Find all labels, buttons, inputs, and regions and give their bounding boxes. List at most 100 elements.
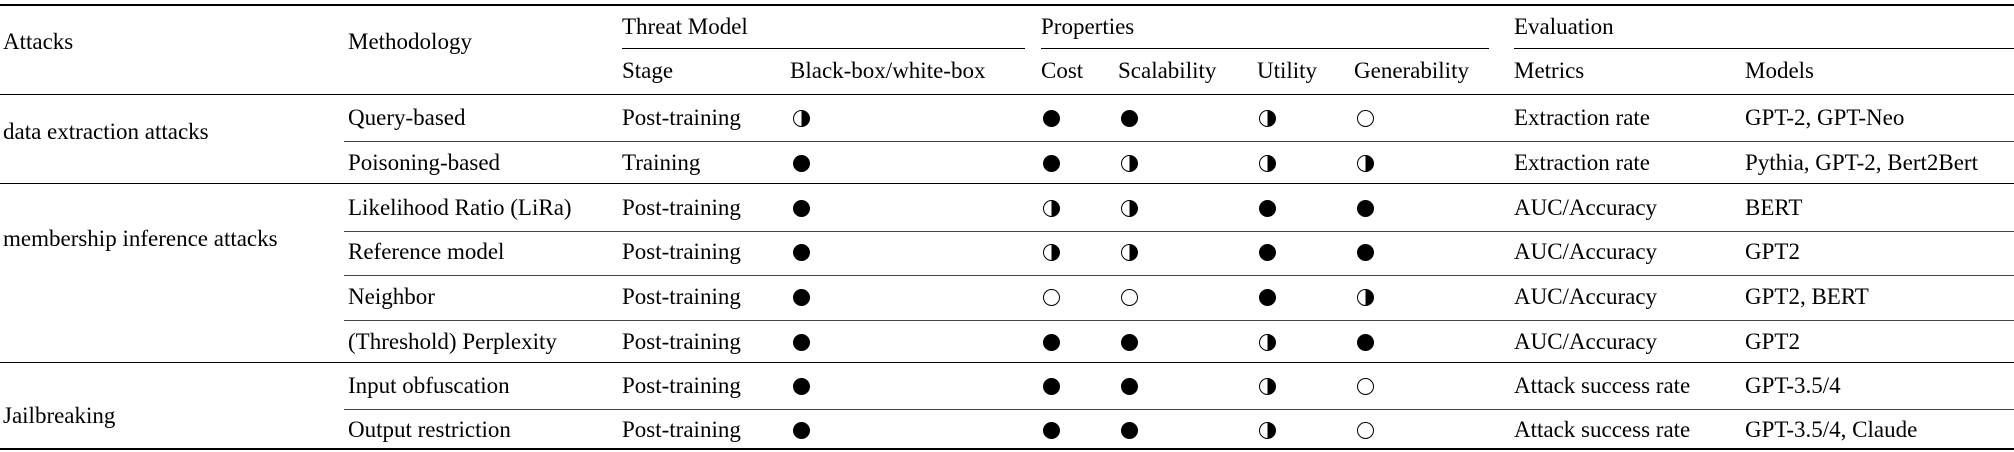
cell-stage: Training <box>622 150 701 175</box>
header-scalability: Scalability <box>1118 58 1217 83</box>
filled-circle-icon <box>1357 244 1374 261</box>
cell-models: GPT2, BERT <box>1745 284 1869 309</box>
header-methodology: Methodology <box>348 29 472 54</box>
cell-methodology: Output restriction <box>348 417 511 442</box>
filled-circle-icon <box>793 289 810 306</box>
cell-methodology: Poisoning-based <box>348 150 501 175</box>
half-filled-circle-icon <box>1121 155 1138 172</box>
cell-methodology: Neighbor <box>348 284 435 309</box>
filled-circle-icon <box>793 200 810 217</box>
cell-metrics: AUC/Accuracy <box>1514 195 1658 220</box>
header-properties: Properties <box>1041 14 1135 39</box>
half-filled-circle-icon <box>1357 155 1374 172</box>
half-filled-circle-icon <box>1043 244 1060 261</box>
header-rule <box>0 94 2014 95</box>
row-separator <box>344 231 2014 232</box>
properties-rule <box>1041 48 1489 49</box>
group-label: data extraction attacks <box>3 119 209 144</box>
cell-methodology: Reference model <box>348 239 505 264</box>
header-evaluation: Evaluation <box>1514 14 1614 39</box>
empty-circle-icon <box>1357 110 1374 127</box>
header-threat-model: Threat Model <box>622 14 748 39</box>
cell-models: GPT-3.5/4 <box>1745 373 1841 398</box>
group-label: Jailbreaking <box>3 403 116 428</box>
filled-circle-icon <box>793 334 810 351</box>
half-filled-circle-icon <box>793 110 810 127</box>
half-filled-circle-icon <box>1259 334 1276 351</box>
cell-methodology: Likelihood Ratio (LiRa) <box>348 195 572 220</box>
bottom-rule <box>0 448 2014 450</box>
header-box: Black-box/white-box <box>790 58 986 83</box>
cell-metrics: AUC/Accuracy <box>1514 239 1658 264</box>
cell-metrics: AUC/Accuracy <box>1514 329 1658 354</box>
filled-circle-icon <box>793 422 810 439</box>
filled-circle-icon <box>1357 200 1374 217</box>
filled-circle-icon <box>1121 378 1138 395</box>
group-label: membership inference attacks <box>3 226 278 251</box>
half-filled-circle-icon <box>1121 244 1138 261</box>
cell-models: GPT2 <box>1745 329 1800 354</box>
header-attacks: Attacks <box>3 29 74 54</box>
half-filled-circle-icon <box>1357 289 1374 306</box>
cell-stage: Post-training <box>622 329 741 354</box>
threat-model-rule <box>622 48 1025 49</box>
cell-methodology: Query-based <box>348 105 466 130</box>
row-separator <box>344 320 2014 321</box>
row-separator <box>344 141 2014 142</box>
evaluation-rule <box>1514 48 2014 49</box>
filled-circle-icon <box>1043 334 1060 351</box>
empty-circle-icon <box>1357 422 1374 439</box>
filled-circle-icon <box>793 155 810 172</box>
filled-circle-icon <box>793 378 810 395</box>
cell-stage: Post-training <box>622 284 741 309</box>
cell-stage: Post-training <box>622 195 741 220</box>
half-filled-circle-icon <box>1043 200 1060 217</box>
row-separator <box>344 409 2014 410</box>
cell-methodology: Input obfuscation <box>348 373 510 398</box>
cell-models: BERT <box>1745 195 1803 220</box>
cell-methodology: (Threshold) Perplexity <box>348 329 557 354</box>
half-filled-circle-icon <box>1121 200 1138 217</box>
cell-models: GPT-2, GPT-Neo <box>1745 105 1905 130</box>
cell-metrics: Attack success rate <box>1514 373 1691 398</box>
cell-metrics: AUC/Accuracy <box>1514 284 1658 309</box>
group-rule <box>0 183 2014 184</box>
filled-circle-icon <box>1043 110 1060 127</box>
header-generability: Generability <box>1354 58 1469 83</box>
filled-circle-icon <box>793 244 810 261</box>
cell-stage: Post-training <box>622 373 741 398</box>
half-filled-circle-icon <box>1259 110 1276 127</box>
cell-stage: Post-training <box>622 239 741 264</box>
cell-models: Pythia, GPT-2, Bert2Bert <box>1745 150 1978 175</box>
filled-circle-icon <box>1259 200 1276 217</box>
half-filled-circle-icon <box>1259 422 1276 439</box>
cell-metrics: Extraction rate <box>1514 105 1651 130</box>
filled-circle-icon <box>1043 422 1060 439</box>
cell-metrics: Attack success rate <box>1514 417 1691 442</box>
cell-models: GPT2 <box>1745 239 1800 264</box>
empty-circle-icon <box>1043 289 1060 306</box>
group-rule <box>0 362 2014 363</box>
cell-metrics: Extraction rate <box>1514 150 1651 175</box>
filled-circle-icon <box>1357 334 1374 351</box>
half-filled-circle-icon <box>1259 378 1276 395</box>
cell-models: GPT-3.5/4, Claude <box>1745 417 1918 442</box>
filled-circle-icon <box>1043 378 1060 395</box>
cell-stage: Post-training <box>622 105 741 130</box>
filled-circle-icon <box>1259 289 1276 306</box>
half-filled-circle-icon <box>1259 155 1276 172</box>
filled-circle-icon <box>1121 422 1138 439</box>
filled-circle-icon <box>1121 334 1138 351</box>
header-utility: Utility <box>1257 58 1318 83</box>
filled-circle-icon <box>1259 244 1276 261</box>
filled-circle-icon <box>1121 110 1138 127</box>
empty-circle-icon <box>1121 289 1138 306</box>
header-models: Models <box>1745 58 1814 83</box>
top-rule <box>0 4 2014 6</box>
header-metrics: Metrics <box>1514 58 1585 83</box>
empty-circle-icon <box>1357 378 1374 395</box>
cell-stage: Post-training <box>622 417 741 442</box>
header-stage: Stage <box>622 58 674 83</box>
header-cost: Cost <box>1041 58 1084 83</box>
